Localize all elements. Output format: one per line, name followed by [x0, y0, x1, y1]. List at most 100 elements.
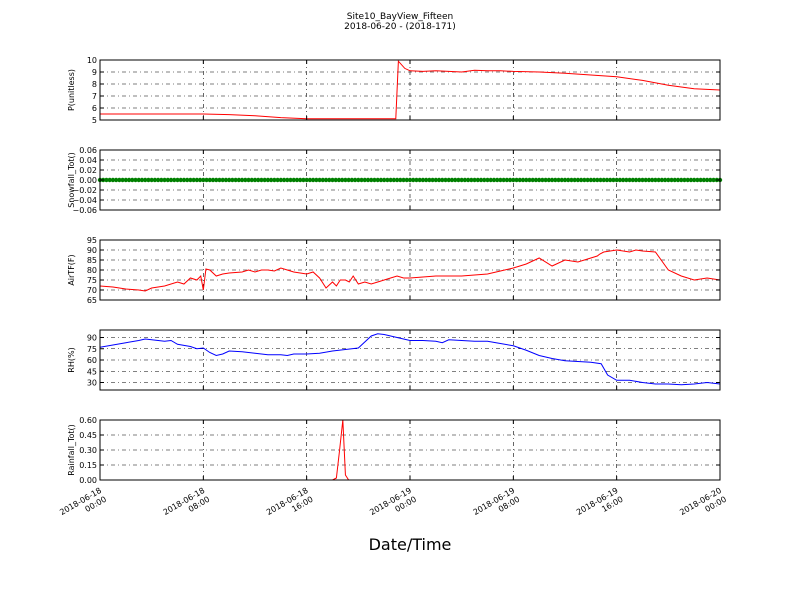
data-point [381, 177, 387, 183]
data-point [414, 177, 419, 183]
y-tick-label: −0.02 [72, 186, 97, 195]
data-point [207, 177, 212, 183]
data-point [281, 177, 287, 183]
data-point [588, 177, 594, 183]
data-point [691, 177, 697, 183]
data-point [478, 177, 484, 183]
data-point [659, 177, 665, 183]
data-point [352, 177, 358, 183]
chart-subtitle: 2018-06-20 - (2018-171) [344, 22, 456, 32]
data-point [527, 177, 532, 183]
data-point [194, 177, 200, 183]
data-point [507, 177, 513, 183]
data-point [585, 177, 590, 183]
data-point [675, 177, 681, 183]
data-point [614, 177, 619, 183]
y-axis-label: Snowfall_Tot() [67, 152, 76, 208]
data-point [617, 177, 623, 183]
y-tick-label: 0.30 [79, 446, 97, 455]
data-point [369, 177, 374, 183]
data-point [168, 177, 174, 183]
data-point [146, 177, 151, 183]
data-point [349, 177, 355, 183]
data-point [501, 177, 506, 183]
data-point [417, 177, 422, 183]
series-line [99, 333, 721, 386]
data-point [685, 177, 690, 183]
data-point [472, 177, 477, 183]
y-tick-label: 0.04 [79, 156, 97, 165]
data-point [514, 177, 519, 183]
y-tick-label: 75 [87, 345, 97, 354]
data-point [598, 177, 603, 183]
y-tick-label: 90 [87, 334, 97, 343]
data-point [653, 177, 658, 183]
data-point [327, 177, 332, 183]
data-point [595, 177, 600, 183]
data-point [343, 177, 348, 183]
data-point [333, 177, 338, 183]
y-axis-label: P(unitless) [67, 69, 76, 111]
data-point [640, 177, 645, 183]
y-tick-label: 0.15 [79, 461, 97, 470]
data-point [633, 177, 639, 183]
y-tick-label: 45 [87, 367, 97, 376]
data-point [491, 177, 497, 183]
y-tick-label: 10 [87, 56, 97, 65]
y-tick-label: 80 [87, 266, 97, 275]
data-point [149, 177, 154, 183]
data-point [704, 177, 710, 183]
data-point [562, 177, 568, 183]
data-point [388, 177, 393, 183]
data-point [666, 177, 671, 183]
data-point [536, 177, 542, 183]
data-point [107, 177, 112, 183]
data-point [188, 177, 193, 183]
data-point [201, 177, 206, 183]
data-point [469, 177, 474, 183]
data-point [143, 177, 148, 183]
data-point [427, 177, 432, 183]
data-point [372, 177, 377, 183]
data-point [236, 177, 242, 183]
y-tick-label: 0.00 [79, 176, 97, 185]
data-point [230, 177, 235, 183]
data-point [275, 177, 280, 183]
data-point [401, 177, 406, 183]
data-point [485, 177, 490, 183]
data-point [546, 177, 552, 183]
data-point [698, 177, 703, 183]
data-point [520, 177, 526, 183]
data-point [440, 177, 445, 183]
data-point [104, 177, 109, 183]
data-point [433, 177, 439, 183]
data-point [317, 177, 322, 183]
y-tick-label: 85 [87, 256, 97, 265]
data-point [517, 177, 522, 183]
data-point [375, 177, 380, 183]
series-line [99, 249, 721, 292]
data-point [197, 177, 203, 183]
y-axis-label: RH(%) [67, 347, 76, 372]
x-axis-label: Date/Time [369, 535, 452, 554]
data-point [314, 177, 319, 183]
data-point [462, 177, 468, 183]
data-point [494, 177, 500, 183]
data-point [649, 177, 655, 183]
data-point [407, 177, 413, 183]
y-tick-label: 75 [87, 276, 97, 285]
data-point [604, 177, 610, 183]
data-point [233, 177, 238, 183]
y-tick-label: 95 [87, 236, 97, 245]
data-point [172, 177, 177, 183]
series-markers [97, 177, 723, 183]
data-point [243, 177, 248, 183]
data-point [420, 177, 426, 183]
data-point [575, 177, 581, 183]
y-tick-label: 0.00 [79, 476, 97, 485]
